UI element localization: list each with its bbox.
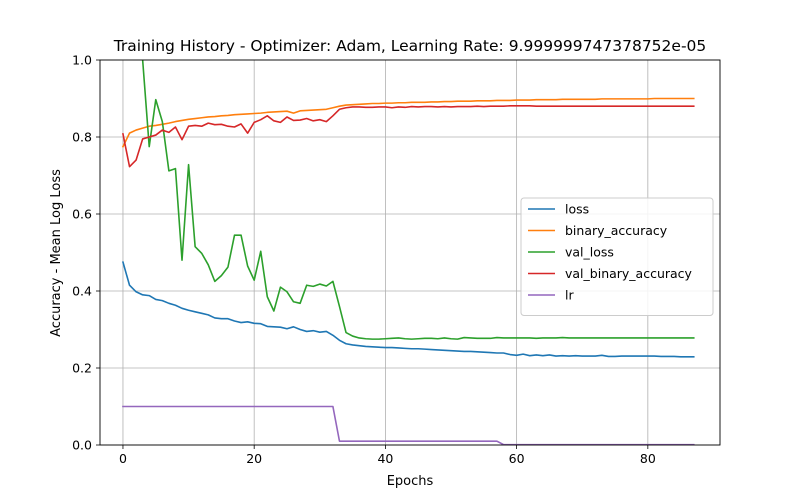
x-tick-label: 0 xyxy=(119,451,127,466)
y-tick-label: 0.2 xyxy=(72,361,92,376)
series-line-val-loss xyxy=(141,60,695,340)
legend-item: val_binary_accuracy xyxy=(528,266,693,281)
x-tick-label: 60 xyxy=(509,451,525,466)
y-axis-label: Accuracy - Mean Log Loss xyxy=(49,169,64,337)
legend-item: val_loss xyxy=(528,245,614,260)
series-line-loss xyxy=(121,261,695,358)
y-tick-label: 0.6 xyxy=(72,207,92,222)
series-line-binary-accuracy xyxy=(121,97,695,148)
y-tick-label: 0.0 xyxy=(72,438,92,453)
legend-label: val_loss xyxy=(565,245,614,260)
legend-label: binary_accuracy xyxy=(565,223,668,238)
legend-item: loss xyxy=(528,202,589,217)
legend-label: lr xyxy=(565,288,574,303)
legend-item: binary_accuracy xyxy=(528,223,668,238)
axes-frame xyxy=(99,59,721,446)
legend-label: loss xyxy=(565,202,589,217)
x-tick-label: 80 xyxy=(640,451,656,466)
y-tick-label: 0.8 xyxy=(72,130,92,145)
chart-title: Training History - Optimizer: Adam, Lear… xyxy=(113,37,707,55)
plot-area: 0 20 40 60 80 0.0 0.2 0.4 0.6 0.8 1.0 loss binary_ac… xyxy=(72,53,721,466)
x-tick-label: 20 xyxy=(246,451,262,466)
legend-label: val_binary_accuracy xyxy=(565,266,693,281)
legend-item: lr xyxy=(528,288,574,303)
series-line-val-binary-accuracy xyxy=(122,105,695,168)
y-tick-label: 1.0 xyxy=(72,53,92,68)
legend-box xyxy=(520,197,714,316)
legend: loss binary_accuracy val_loss val_binary_ac… xyxy=(520,197,714,316)
y-tick-label: 0.4 xyxy=(72,284,92,299)
x-tick-label: 40 xyxy=(377,451,393,466)
x-axis-label: Epochs xyxy=(387,474,434,489)
